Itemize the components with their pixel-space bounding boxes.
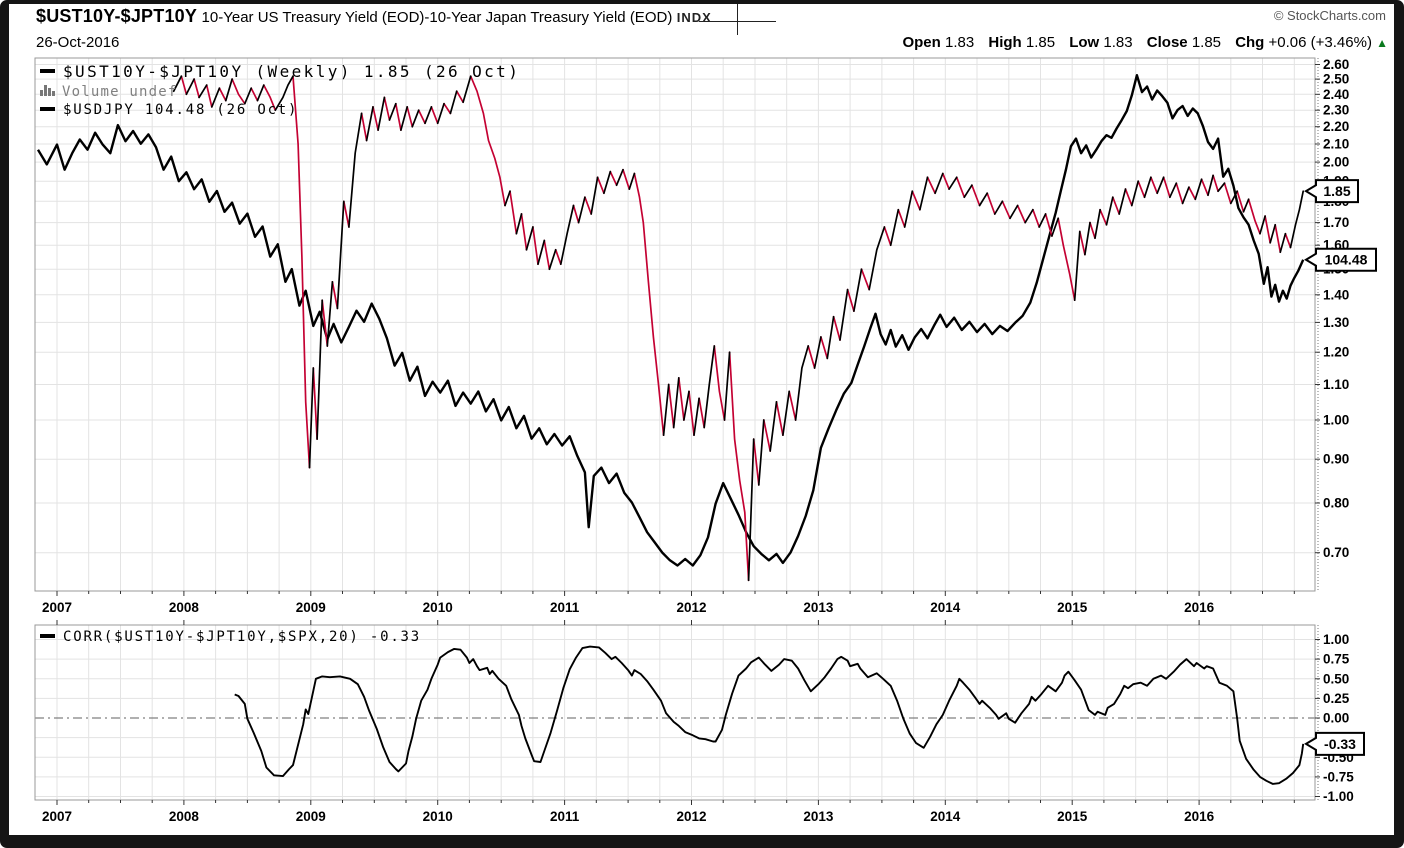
svg-text:2011: 2011	[550, 600, 580, 615]
svg-text:2016: 2016	[1184, 600, 1215, 615]
svg-text:2010: 2010	[423, 600, 453, 615]
svg-text:-1.00: -1.00	[1323, 789, 1354, 804]
svg-text:2007: 2007	[42, 809, 72, 824]
svg-text:2.50: 2.50	[1323, 72, 1349, 87]
svg-text:0.00: 0.00	[1323, 711, 1349, 726]
low-label: Low	[1069, 34, 1100, 51]
svg-text:2007: 2007	[42, 600, 72, 615]
corr-series-swatch-icon	[40, 633, 55, 638]
legend-overlay-series: $USDJPY 104.48 (26 Oct)	[40, 102, 298, 118]
correlation-line	[234, 645, 1305, 785]
svg-text:1.20: 1.20	[1323, 345, 1349, 360]
chart-header: $UST10Y-$JPT10Y 10-Year US Treasury Yiel…	[36, 6, 712, 27]
axis-ticks	[56, 64, 1320, 805]
legend-main-series: $UST10Y-$JPT10Y (Weekly) 1.85 (26 Oct)	[40, 62, 520, 81]
svg-text:2014: 2014	[930, 600, 961, 615]
svg-text:104.48: 104.48	[1325, 252, 1368, 268]
gridlines	[35, 58, 1315, 800]
legend-corr-series: CORR($UST10Y-$JPT10Y,$SPX,20) -0.33	[40, 629, 421, 645]
crosshair-vertical-line	[737, 2, 738, 35]
symbol-title: $UST10Y-$JPT10Y	[36, 6, 198, 26]
stockcharts-copyright: © StockCharts.com	[1273, 8, 1386, 23]
svg-text:1.00: 1.00	[1323, 413, 1349, 428]
last-value-badge-corr: -0.33	[1304, 731, 1365, 756]
legend-overlay-text: $USDJPY 104.48 (26 Oct)	[63, 102, 299, 118]
volume-bars-icon	[40, 84, 56, 100]
svg-text:2.20: 2.20	[1323, 119, 1349, 134]
up-triangle-icon: ▲	[1376, 36, 1388, 50]
spread-line-up-segments	[172, 75, 1305, 582]
legend-main-text: $UST10Y-$JPT10Y (Weekly) 1.85 (26 Oct)	[63, 62, 521, 81]
svg-text:2012: 2012	[676, 809, 706, 824]
svg-text:2013: 2013	[803, 809, 834, 824]
svg-text:2012: 2012	[676, 600, 706, 615]
svg-text:2010: 2010	[423, 809, 453, 824]
spread-line-down-segments	[180, 75, 1292, 582]
svg-text:2.00: 2.00	[1323, 155, 1349, 170]
svg-text:2.40: 2.40	[1323, 87, 1349, 102]
chg-value: +0.06 (+3.46%)	[1268, 34, 1372, 51]
svg-text:0.70: 0.70	[1323, 545, 1349, 560]
svg-text:1.10: 1.10	[1323, 377, 1349, 392]
date-label: 26-Oct-2016	[36, 34, 120, 51]
svg-text:0.50: 0.50	[1323, 671, 1349, 686]
svg-text:0.75: 0.75	[1323, 652, 1350, 667]
svg-text:2015: 2015	[1057, 600, 1088, 615]
svg-text:0.80: 0.80	[1323, 496, 1349, 511]
svg-text:1.00: 1.00	[1323, 632, 1349, 647]
main-series-swatch-icon	[40, 69, 55, 73]
legend-volume: Volume undef	[40, 84, 178, 100]
open-label: Open	[902, 34, 941, 51]
low-value: 1.83	[1103, 34, 1133, 51]
chg-label: Chg	[1235, 34, 1265, 51]
usdjpy-line	[36, 74, 1305, 567]
svg-text:2016: 2016	[1184, 809, 1215, 824]
svg-text:1.30: 1.30	[1323, 315, 1349, 330]
svg-text:2.60: 2.60	[1323, 57, 1349, 72]
overlay-series-swatch-icon	[40, 106, 55, 111]
svg-text:2011: 2011	[550, 809, 580, 824]
svg-text:2015: 2015	[1057, 809, 1088, 824]
legend-corr-text: CORR($UST10Y-$JPT10Y,$SPX,20) -0.33	[63, 629, 422, 645]
symbol-description: 10-Year US Treasury Yield (EOD)-10-Year …	[201, 9, 673, 26]
svg-text:0.90: 0.90	[1323, 452, 1349, 467]
ohlc-readout: Open 1.83 High 1.85 Low 1.83 Close 1.85 …	[892, 34, 1388, 51]
svg-text:2013: 2013	[803, 600, 834, 615]
svg-text:1.70: 1.70	[1323, 215, 1349, 230]
last-price-badge-usdjpy: 104.48	[1304, 247, 1377, 272]
svg-text:2.30: 2.30	[1323, 103, 1349, 118]
last-price-badge-spread: 1.85	[1304, 179, 1359, 204]
high-value: 1.85	[1025, 34, 1056, 51]
close-label: Close	[1146, 34, 1188, 51]
open-value: 1.83	[944, 34, 975, 51]
legend-volume-text: Volume undef	[62, 84, 178, 100]
axis-labels: 2.602.502.402.302.202.102.001.901.801.70…	[42, 57, 1354, 824]
svg-text:-0.75: -0.75	[1323, 769, 1354, 784]
crosshair-horizontal-line	[699, 21, 776, 22]
high-label: High	[988, 34, 1022, 51]
svg-text:0.25: 0.25	[1323, 691, 1350, 706]
exchange-label: INDX	[676, 10, 712, 25]
svg-text:2.10: 2.10	[1323, 137, 1349, 152]
svg-text:1.85: 1.85	[1323, 183, 1350, 199]
svg-text:2008: 2008	[169, 600, 200, 615]
svg-text:2009: 2009	[296, 809, 326, 824]
panel-borders	[34, 57, 1319, 801]
svg-text:2014: 2014	[930, 809, 961, 824]
svg-text:2009: 2009	[296, 600, 326, 615]
svg-text:2008: 2008	[169, 809, 200, 824]
svg-text:1.40: 1.40	[1323, 287, 1349, 302]
svg-text:-0.33: -0.33	[1324, 736, 1356, 752]
close-value: 1.85	[1191, 34, 1222, 51]
